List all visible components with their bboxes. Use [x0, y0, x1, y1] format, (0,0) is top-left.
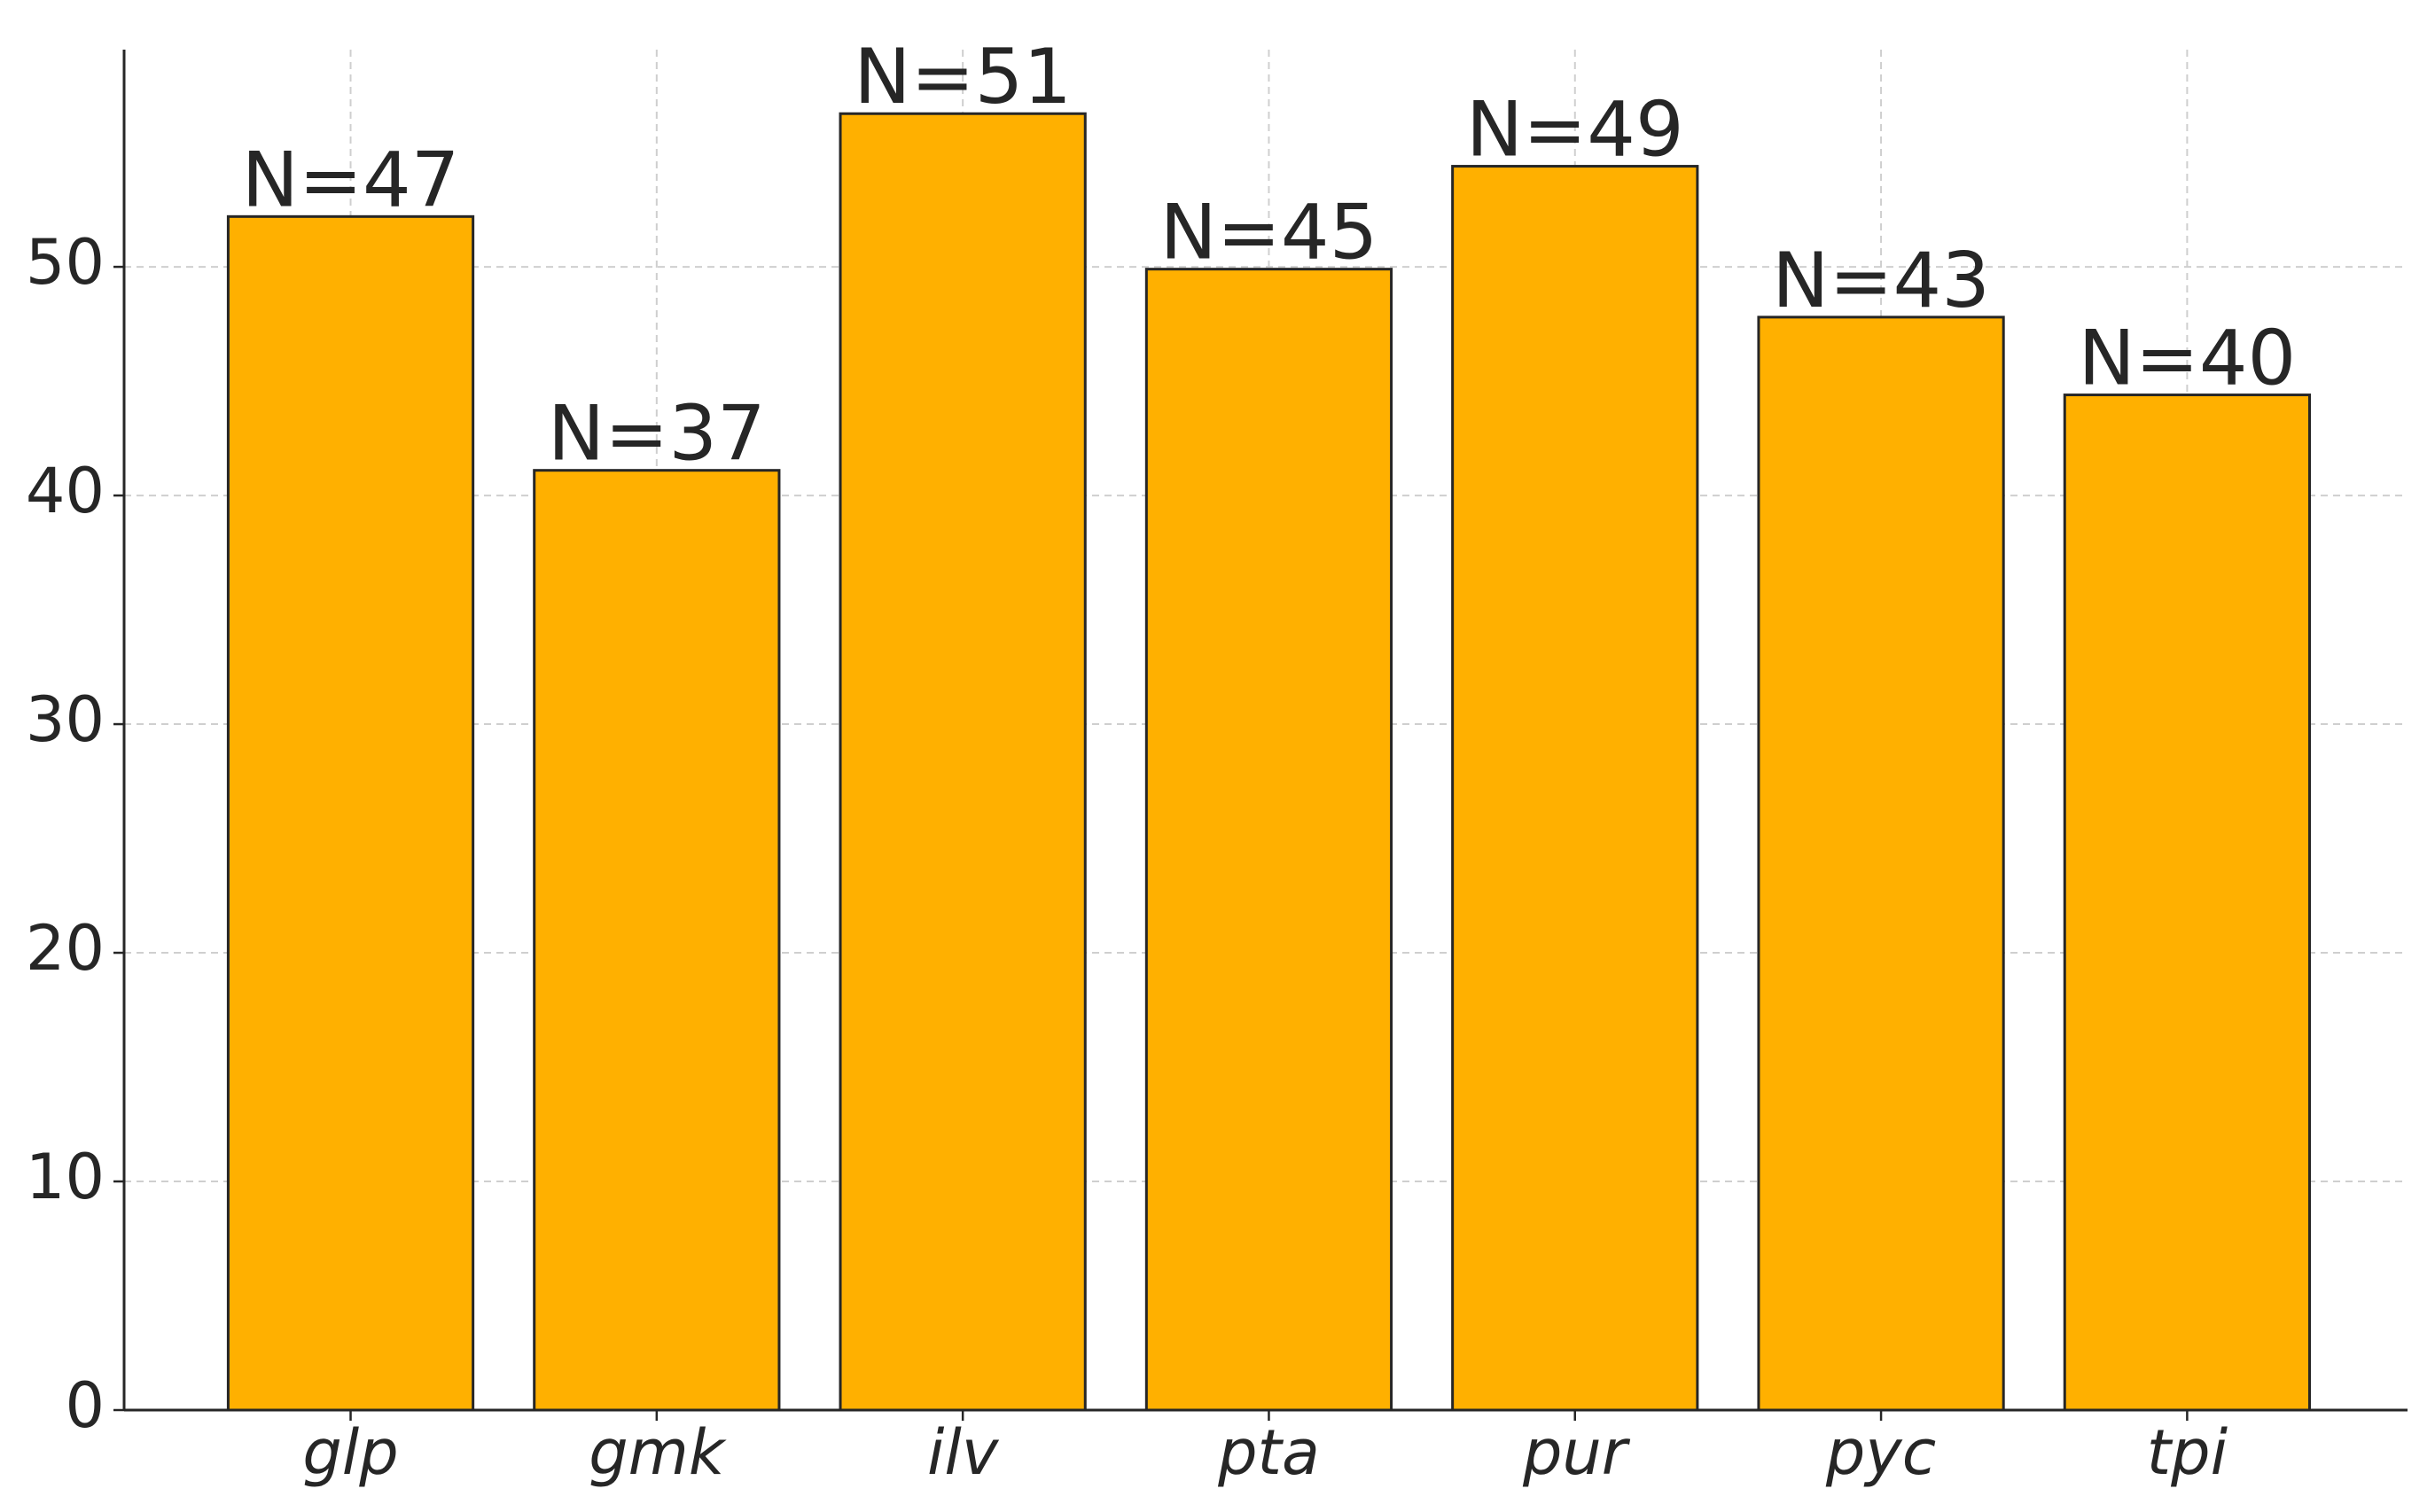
bar — [1757, 316, 2005, 1412]
bar — [839, 112, 1087, 1412]
x-tick-label: gmk — [589, 1416, 727, 1489]
x-tick-label: tpi — [2147, 1416, 2228, 1489]
bar — [226, 214, 475, 1412]
bar — [1144, 268, 1393, 1412]
bar-annotation: N=43 — [1772, 237, 1990, 325]
bar — [533, 469, 781, 1412]
x-tick-label: ilv — [927, 1416, 1000, 1489]
bar-annotation: N=51 — [854, 33, 1072, 121]
bar — [2063, 394, 2312, 1412]
y-tick-label: 20 — [26, 912, 105, 985]
x-tick-label: pta — [1217, 1416, 1320, 1489]
x-tick-label: pur — [1522, 1416, 1631, 1489]
bar-annotation: N=45 — [1160, 189, 1378, 277]
x-tick-label: glp — [302, 1416, 398, 1489]
y-tick-label: 10 — [26, 1141, 105, 1213]
bar-annotation: N=37 — [548, 390, 766, 479]
y-tick-label: 0 — [65, 1369, 105, 1442]
bar-annotation: N=47 — [242, 136, 460, 224]
y-tick-label: 40 — [26, 455, 105, 527]
bar-annotation: N=49 — [1466, 86, 1684, 175]
y-tick-label: 50 — [26, 226, 105, 299]
bar-annotation: N=40 — [2078, 315, 2296, 403]
y-tick-label: 30 — [26, 683, 105, 756]
bar — [1451, 165, 1699, 1412]
x-tick-label: pyc — [1825, 1416, 1936, 1489]
